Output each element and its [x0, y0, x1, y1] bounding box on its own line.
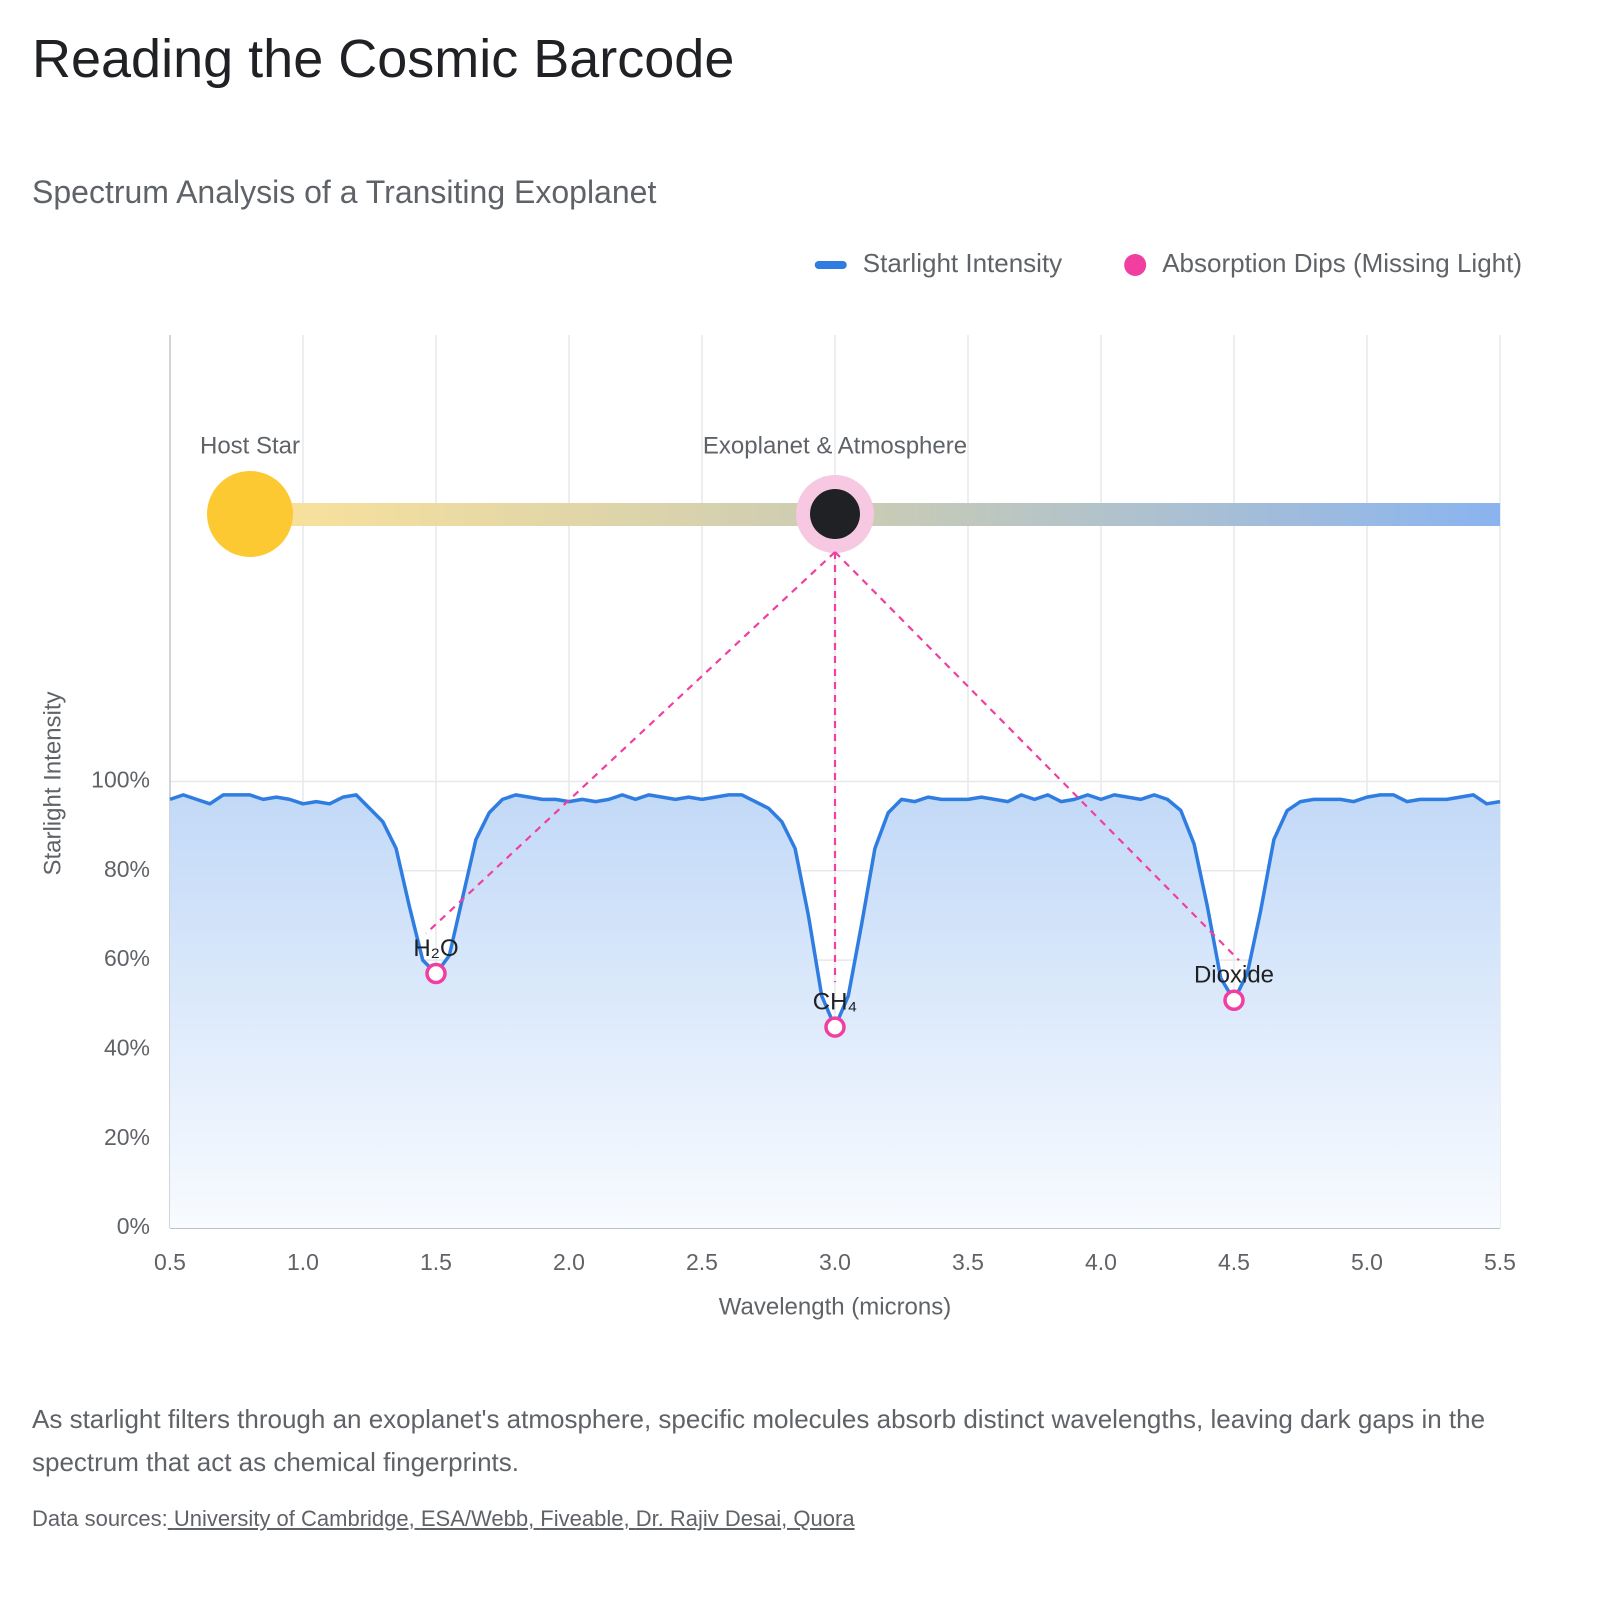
x-tick-label: 5.0 — [1351, 1249, 1383, 1275]
y-tick-label: 20% — [104, 1124, 150, 1150]
subtitle: Spectrum Analysis of a Transiting Exopla… — [32, 174, 657, 210]
y-tick-label: 60% — [104, 945, 150, 971]
x-tick-label: 0.5 — [154, 1249, 186, 1275]
annotation: Host Star — [200, 432, 300, 459]
x-tick-label: 5.5 — [1484, 1249, 1516, 1275]
x-tick-label: 3.0 — [819, 1249, 851, 1275]
x-tick-label: 4.5 — [1218, 1249, 1250, 1275]
x-tick-label: 2.5 — [686, 1249, 718, 1275]
source-link[interactable]: University of Cambridge — [173, 1506, 409, 1531]
source-link[interactable]: Dr. Rajiv Desai — [623, 1506, 781, 1531]
y-axis-label: Starlight Intensity — [39, 691, 66, 875]
description: As starlight filters through an exoplane… — [32, 1404, 1486, 1477]
x-tick-label: 1.5 — [420, 1249, 452, 1275]
x-tick-label: 2.0 — [553, 1249, 585, 1275]
annotation: Exoplanet & Atmosphere — [703, 432, 967, 459]
host-star — [207, 471, 293, 557]
x-tick-label: 1.0 — [287, 1249, 319, 1275]
absorption-dip — [425, 962, 447, 985]
legend: Absorption Dips (Missing Light) Starlight… — [814, 248, 1522, 278]
x-tick-label: 3.5 — [952, 1249, 984, 1275]
sources: Data sources:University of CambridgeESA/… — [32, 1506, 855, 1532]
y-tick-label: 100% — [91, 767, 150, 793]
legend-label: Absorption Dips (Missing Light) — [1162, 248, 1522, 278]
light-beam — [250, 503, 1500, 526]
x-axis-label: Wavelength (microns) — [719, 1293, 952, 1320]
connector — [834, 551, 1240, 962]
source-link[interactable]: ESA/Webb — [409, 1506, 528, 1531]
absorption-dip — [1223, 989, 1245, 1012]
dip-label: H₂O — [413, 935, 458, 962]
legend-swatch — [1124, 254, 1147, 276]
title: Reading the Cosmic Barcode — [32, 29, 735, 89]
absorption-dip — [824, 1016, 846, 1038]
x-tick-label: 4.0 — [1085, 1249, 1117, 1275]
connector — [425, 551, 836, 935]
y-tick-label: 80% — [104, 856, 150, 882]
sources-label: Data sources: — [32, 1506, 168, 1531]
dip-label: CH₄ — [813, 988, 857, 1015]
exoplanet — [810, 489, 860, 539]
legend-label: Starlight Intensity — [863, 248, 1062, 278]
y-tick-label: 0% — [117, 1213, 150, 1239]
area-fill — [170, 794, 1500, 1228]
source-link[interactable]: Quora — [781, 1506, 854, 1531]
chart: Host Star Exoplanet & Atmosphere H₂O CH₄ D… — [39, 248, 1522, 1320]
legend-swatch — [814, 261, 847, 269]
source-link[interactable]: Fiveable — [528, 1506, 623, 1531]
dip-label: Dioxide — [1194, 962, 1274, 989]
y-tick-label: 40% — [104, 1034, 150, 1060]
